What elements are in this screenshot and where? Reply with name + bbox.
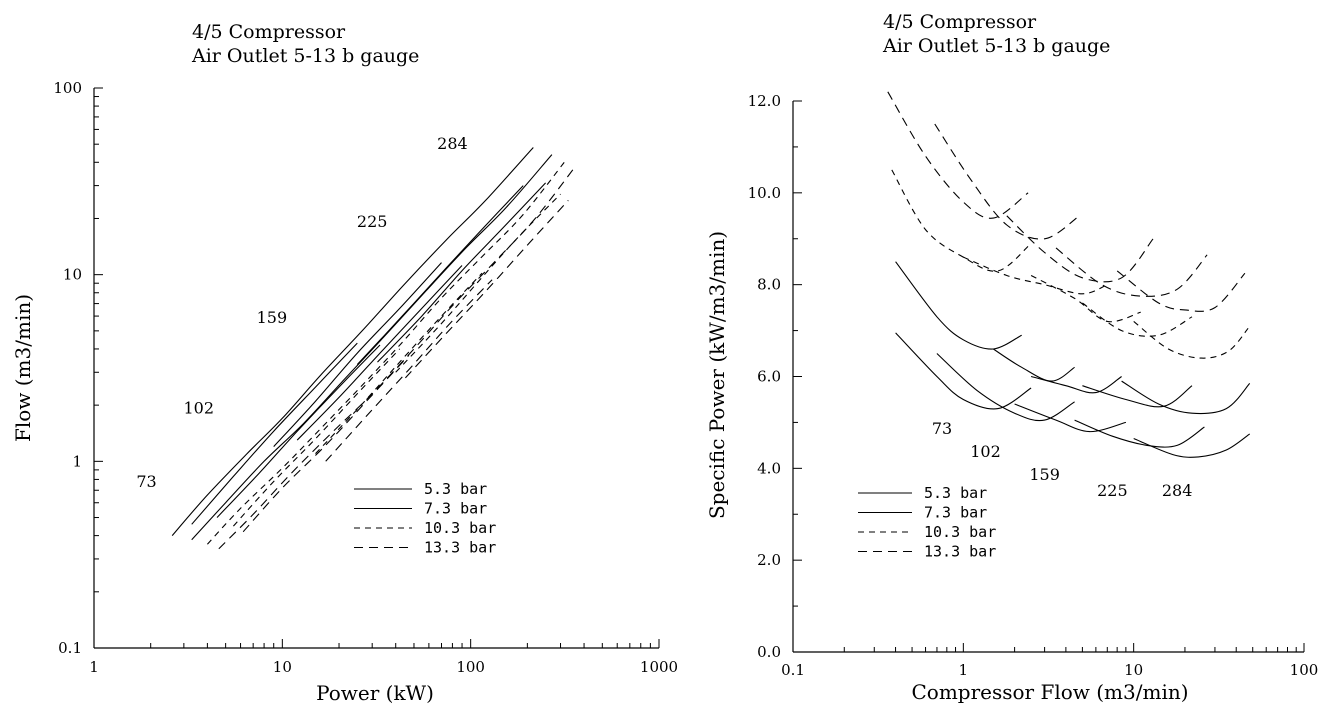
series-line-13-3-bar [1055,247,1208,297]
y-tick-label: 10.0 [748,184,781,202]
series-line-10-3-bar [232,348,401,527]
series-line-13-3-bar [218,166,576,550]
y-axis-label: Flow (m3/min) [11,294,35,442]
capacity-label: 159 [1029,465,1060,484]
capacity-label: 225 [1097,481,1128,500]
tick-labels: 1 10 100 1000 0.1 1 10 100 [53,79,678,676]
series-line-5-3-bar [1030,375,1122,394]
series-line-7-3-bar [377,182,546,363]
legend-label-10-3-bar: 10.3 bar [924,523,996,541]
series-line-10-3-bar [395,193,561,373]
y-tick-label: 12.0 [748,92,781,110]
series-line-5-3-bar [273,262,442,447]
flow-vs-power-chart: 4/5 Compressor Air Outlet 5-13 b gauge P… [11,21,678,705]
series-curves [171,147,576,550]
series-line-7-3-bar [296,265,463,441]
series-line-5-3-bar [171,147,534,536]
specific-power-vs-flow-chart: 4/5 Compressor Air Outlet 5-13 b gauge C… [705,11,1318,704]
capacity-label: 159 [257,308,288,327]
legend-label-5-3-bar: 5.3 bar [924,484,987,502]
capacity-label: 73 [136,472,156,491]
series-line-13-3-bar [404,200,569,379]
series-line-7-3-bar [895,332,1032,410]
series-line-10-3-bar [206,159,567,545]
capacity-annotations: 73 102 159 225 284 [932,419,1193,500]
series-line-13-3-bar [1006,215,1154,283]
capacity-label: 73 [932,419,952,438]
series-line-7-3-bar [216,344,381,518]
x-tick-label: 1 [89,658,99,676]
series-line-10-3-bar [1030,275,1141,323]
x-axis-label: Compressor Flow (m3/min) [911,680,1188,704]
series-line-13-3-bar [242,354,410,533]
series-line-13-3-bar [887,91,1029,219]
legend-label-10-3-bar: 10.3 bar [424,519,496,537]
series-curves [887,91,1251,458]
series-line-10-3-bar [963,256,1108,295]
series-line-5-3-bar [191,342,358,525]
axes [792,100,1305,653]
x-tick-label: 100 [456,658,485,676]
legend-label-7-3-bar: 7.3 bar [424,500,487,518]
y-tick-label: 6.0 [757,368,781,386]
axes [93,87,660,649]
series-line-10-3-bar [1082,302,1193,337]
chart-title-line-1: 4/5 Compressor [883,11,1037,33]
x-tick-label: 10 [1124,661,1143,679]
x-tick-label: 0.1 [781,661,805,679]
series-line-5-3-bar [993,348,1075,382]
x-tick-label: 100 [1290,661,1319,679]
series-line-7-3-bar [936,353,1075,422]
chart-title-line-2: Air Outlet 5-13 b gauge [191,45,419,67]
x-axis-label: Power (kW) [316,681,434,705]
capacity-annotations: 73 102 159 225 284 [136,134,467,491]
x-tick-label: 1000 [640,658,678,676]
series-line-5-3-bar [356,185,524,365]
series-line-7-3-bar [1133,433,1251,458]
legend-label-5-3-bar: 5.3 bar [424,480,487,498]
y-axis-label: Specific Power (kW/m3/min) [705,231,729,519]
y-tick-label: 1 [72,452,82,470]
series-line-5-3-bar [1082,385,1193,408]
y-tick-label: 0.0 [757,643,781,661]
capacity-label: 225 [357,212,388,231]
series-line-7-3-bar [1014,403,1127,433]
x-tick-label: 1 [959,661,969,679]
legend-label-13-3-bar: 13.3 bar [924,543,996,561]
series-line-5-3-bar [895,261,1022,350]
chart-title-line-2: Air Outlet 5-13 b gauge [882,35,1110,57]
y-tick-label: 0.1 [58,639,82,657]
capacity-label: 102 [183,399,214,418]
x-tick-label: 10 [273,658,292,676]
capacity-label: 102 [970,442,1001,461]
series-line-7-3-bar [1074,419,1205,448]
capacity-label: 284 [437,134,468,153]
series-line-5-3-bar [1121,380,1251,415]
y-tick-label: 4.0 [757,459,781,477]
y-tick-label: 2.0 [757,551,781,569]
series-line-13-3-bar [1116,270,1246,312]
series-line-10-3-bar [315,272,483,454]
legend-label-13-3-bar: 13.3 bar [424,539,496,557]
series-line-13-3-bar [934,123,1080,240]
tick-labels: 0.1 1 10 100 0.0 2.0 4.0 6.0 8.0 10.0 12.0 [748,92,1319,679]
series-line-10-3-bar [1133,320,1249,359]
capacity-label: 284 [1162,481,1193,500]
y-tick-label: 10 [63,266,82,284]
series-line-10-3-bar [891,169,1032,272]
y-tick-label: 100 [53,79,82,97]
chart-title-line-1: 4/5 Compressor [192,21,346,43]
y-tick-label: 8.0 [757,276,781,294]
series-line-13-3-bar [325,279,493,462]
legend-label-7-3-bar: 7.3 bar [924,504,987,522]
series-line-7-3-bar [191,154,553,541]
